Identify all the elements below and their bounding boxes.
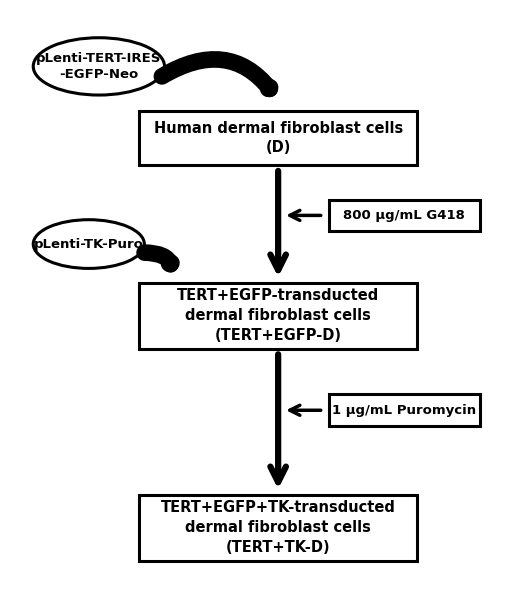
FancyBboxPatch shape — [329, 395, 480, 426]
FancyBboxPatch shape — [139, 111, 417, 165]
Text: 1 μg/mL Puromycin: 1 μg/mL Puromycin — [332, 404, 477, 417]
Ellipse shape — [33, 38, 165, 95]
Text: Human dermal fibroblast cells
(D): Human dermal fibroblast cells (D) — [154, 121, 403, 155]
Text: TERT+EGFP+TK-transducted
dermal fibroblast cells
(TERT+TK-D): TERT+EGFP+TK-transducted dermal fibrobla… — [161, 500, 396, 555]
Text: TERT+EGFP-transducted
dermal fibroblast cells
(TERT+EGFP-D): TERT+EGFP-transducted dermal fibroblast … — [177, 288, 379, 343]
Text: 800 μg/mL G418: 800 μg/mL G418 — [343, 209, 466, 222]
FancyArrowPatch shape — [145, 253, 171, 264]
FancyArrowPatch shape — [162, 59, 270, 89]
Text: pLenti-TK-Puro: pLenti-TK-Puro — [34, 238, 144, 251]
Ellipse shape — [33, 220, 144, 269]
FancyBboxPatch shape — [329, 199, 480, 231]
FancyBboxPatch shape — [139, 283, 417, 349]
Text: pLenti-TERT-IRES
-EGFP-Neo: pLenti-TERT-IRES -EGFP-Neo — [36, 52, 161, 81]
FancyBboxPatch shape — [139, 495, 417, 561]
